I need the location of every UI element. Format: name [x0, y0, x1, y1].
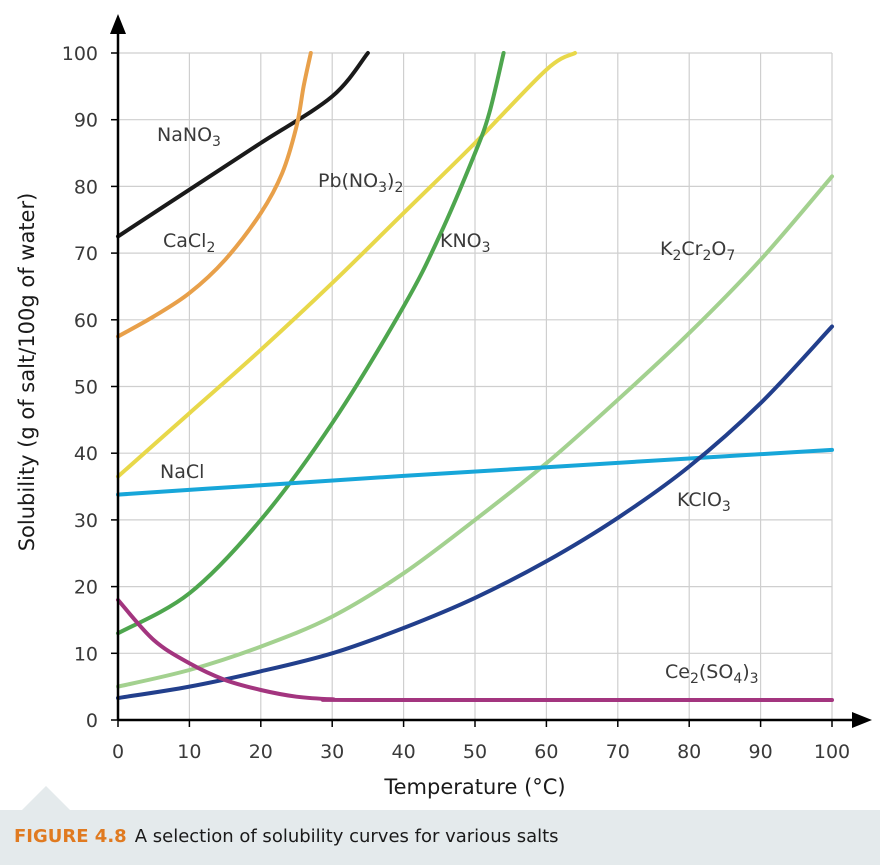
x-tick-label: 10	[177, 741, 201, 763]
y-tick-label: 90	[74, 110, 98, 132]
series-label-pb-no3-2: Pb(NO3)2	[318, 170, 403, 196]
figure-number: FIGURE 4.8	[14, 826, 127, 847]
y-tick-label: 50	[74, 377, 98, 399]
series-line-cacl2	[116, 51, 313, 339]
x-tick-label: 80	[677, 741, 701, 763]
series-line-kclo3	[116, 324, 834, 700]
series-line-k2cr2o7	[116, 174, 834, 689]
series-label-nacl: NaCl	[160, 461, 204, 483]
y-tick-labels: 0 10 20 30 40 50 60 70 80 90 100	[62, 43, 98, 732]
y-tick-label: 60	[74, 310, 98, 332]
series-line-pb-no3-2	[116, 51, 577, 479]
chart-axes	[110, 14, 872, 728]
y-tick-label: 100	[62, 43, 98, 65]
series-labels: NaNO3 CaCl2 Pb(NO3)2 KNO3 K2Cr2O7 NaCl KClO3 Ce…	[157, 124, 759, 687]
x-axis-arrowhead	[852, 712, 872, 728]
y-tick-label: 70	[74, 243, 98, 265]
y-tick-label: 80	[74, 176, 98, 198]
series-label-kno3: KNO3	[440, 230, 491, 256]
x-tick-label: 100	[814, 741, 850, 763]
series-label-k2cr2o7: K2Cr2O7	[660, 238, 735, 264]
series-label-kclo3: KClO3	[677, 489, 731, 515]
y-tick-label: 30	[74, 510, 98, 532]
figure-caption-text: A selection of solubility curves for var…	[134, 826, 559, 847]
series-label-ce2-so4-3: Ce2(SO4)3	[665, 661, 759, 687]
series-line-kno3	[116, 51, 506, 636]
chart-curves	[116, 51, 834, 703]
series-line-nacl	[116, 447, 834, 497]
x-tick-label: 40	[392, 741, 416, 763]
x-tick-labels: 0 10 20 30 40 50 60 70 80 90 100	[112, 741, 850, 763]
x-tick-label: 0	[112, 741, 124, 763]
x-tick-label: 20	[249, 741, 273, 763]
series-line-ce2-so4-3	[116, 597, 834, 703]
y-tick-label: 40	[74, 443, 98, 465]
solubility-chart: 0 10 20 30 40 50 60 70 80 90 100 0 10 20 30 40 50 60 70 80…	[15, 14, 872, 799]
x-tick-label: 30	[320, 741, 344, 763]
series-label-nano3: NaNO3	[157, 124, 221, 150]
y-tick-label: 10	[74, 643, 98, 665]
x-axis-title: Temperature (°C)	[383, 775, 565, 799]
x-tick-label: 60	[534, 741, 558, 763]
figure-caption: FIGURE 4.8 A selection of solubility curv…	[14, 826, 559, 847]
caption-notch	[22, 786, 70, 810]
y-axis-arrowhead	[110, 14, 126, 34]
y-axis-title: Solubility (g of salt/100g of water)	[15, 193, 39, 552]
series-line-nano3	[116, 51, 370, 239]
caption-bar	[0, 810, 880, 865]
x-tick-label: 90	[749, 741, 773, 763]
y-tick-label: 0	[86, 710, 98, 732]
y-tick-label: 20	[74, 577, 98, 599]
x-tick-label: 70	[606, 741, 630, 763]
series-label-cacl2: CaCl2	[163, 230, 215, 256]
x-tick-label: 50	[463, 741, 487, 763]
